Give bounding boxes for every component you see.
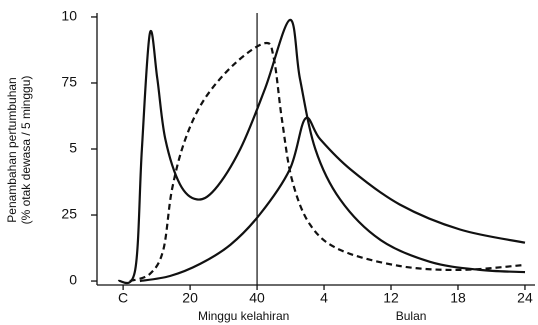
x-tick-label: 20	[182, 290, 198, 306]
x-axis-label: Bulan	[396, 309, 427, 323]
y-tick-label: 5	[69, 140, 77, 156]
y-tick-label: 75	[61, 74, 77, 90]
growth-curve	[117, 18, 526, 285]
y-tick-label: 0	[69, 272, 77, 288]
x-tick-label: 24	[517, 290, 533, 306]
growth-curve	[129, 41, 526, 283]
x-tick-label: 12	[383, 290, 399, 306]
y-axis-label: Penambahan pertumbuhan(% otak dewasa / 5…	[5, 76, 33, 225]
x-tick-label: C	[118, 290, 128, 306]
growth-curve	[139, 116, 526, 283]
x-tick-label: 40	[249, 290, 265, 306]
y-tick-label: 10	[61, 8, 77, 24]
x-tick-label: 4	[320, 290, 328, 306]
x-axis-label: Minggu kelahiran	[198, 309, 289, 323]
x-tick-label: 18	[450, 290, 466, 306]
y-tick-label: 25	[61, 206, 77, 222]
y-axis-label-line: (% otak dewasa / 5 minggu)	[19, 76, 33, 225]
y-axis-label-line: Penambahan pertumbuhan	[5, 77, 19, 222]
